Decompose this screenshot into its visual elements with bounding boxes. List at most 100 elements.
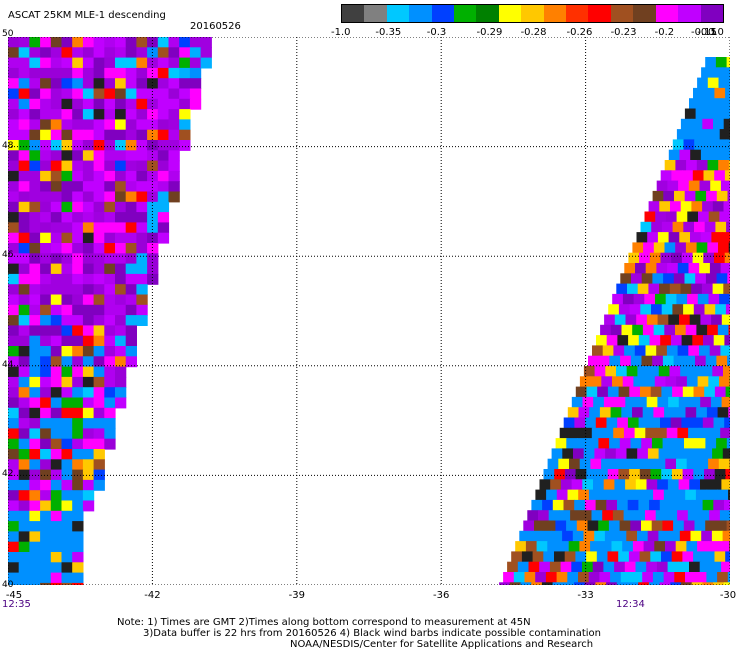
data-cell (689, 98, 701, 110)
data-cell (29, 294, 41, 306)
data-cell (93, 294, 105, 306)
data-cell (690, 530, 702, 542)
data-cell (609, 355, 621, 367)
data-cell (626, 448, 638, 460)
data-cell (72, 67, 84, 79)
data-cell (692, 170, 705, 182)
data-cell (50, 284, 63, 296)
data-cell (637, 366, 649, 377)
data-cell (93, 428, 105, 440)
data-cell (711, 149, 723, 161)
data-cell (40, 98, 52, 110)
data-cell (658, 530, 670, 542)
data-cell (585, 417, 597, 429)
data-cell (147, 201, 159, 213)
data-cell (50, 47, 63, 59)
data-cell (8, 397, 20, 409)
data-cell (648, 201, 660, 213)
data-cell (82, 232, 95, 244)
data-cell (29, 284, 41, 296)
data-cell (653, 489, 665, 501)
data-cell (684, 108, 697, 120)
data-cell (61, 222, 73, 234)
data-cell (8, 582, 20, 585)
data-cell (147, 170, 159, 182)
data-cell (663, 572, 675, 583)
data-cell (93, 57, 105, 69)
data-cell (621, 489, 633, 501)
data-cell (115, 98, 127, 110)
data-cell (667, 561, 679, 573)
legend-swatch (588, 5, 611, 22)
data-cell (663, 489, 676, 501)
data-cell (608, 520, 621, 532)
data-cell (677, 427, 689, 439)
data-cell (563, 417, 575, 429)
data-cell (125, 78, 137, 90)
data-cell (704, 139, 717, 151)
data-cell (618, 551, 630, 563)
data-cell (659, 201, 671, 213)
data-cell (624, 263, 636, 274)
data-cell (147, 57, 159, 69)
data-cell (40, 541, 52, 553)
data-cell (61, 325, 73, 337)
data-cell (157, 109, 170, 120)
data-cell (715, 304, 727, 316)
data-cell (8, 438, 20, 450)
data-cell (728, 242, 730, 254)
data-cell (584, 499, 597, 511)
data-cell (683, 221, 695, 233)
data-cell (8, 98, 20, 110)
data-cell (701, 67, 713, 79)
data-cell (125, 325, 137, 337)
data-cell (710, 561, 722, 573)
data-cell (104, 304, 116, 316)
data-cell (125, 119, 137, 131)
data-cell (72, 500, 84, 512)
data-cell (714, 170, 726, 182)
data-cell (72, 418, 84, 429)
data-cell (125, 109, 137, 120)
data-cell (525, 541, 538, 552)
data-cell (93, 449, 105, 460)
data-cell (136, 284, 148, 296)
data-cell (549, 561, 562, 573)
data-cell (50, 191, 63, 203)
data-cell (157, 191, 170, 203)
data-cell (704, 304, 716, 316)
data-cell (603, 396, 616, 408)
data-cell (680, 283, 692, 295)
data-cell (683, 520, 696, 532)
data-cell (541, 582, 554, 585)
data-cell (72, 78, 84, 90)
legend-swatch (409, 5, 432, 22)
data-cell (18, 490, 30, 502)
data-cell (725, 551, 730, 563)
data-cell (61, 201, 73, 213)
data-cell (653, 324, 665, 336)
data-cell (715, 139, 727, 151)
data-cell (18, 170, 30, 182)
data-cell (644, 376, 656, 388)
data-cell (699, 180, 711, 192)
data-cell (717, 489, 729, 501)
data-cell (681, 252, 694, 264)
data-cell (18, 201, 30, 213)
data-cell (115, 315, 127, 326)
data-cell (680, 201, 692, 213)
data-cell (93, 387, 105, 399)
data-cell (634, 510, 646, 522)
data-cell (104, 201, 116, 213)
data-cell (610, 324, 623, 336)
data-cell (93, 366, 105, 378)
data-cell (8, 541, 20, 553)
data-cell (661, 386, 673, 398)
data-cell (29, 572, 41, 584)
data-cell (168, 160, 180, 172)
data-cell (578, 407, 590, 419)
data-cell (641, 438, 653, 449)
data-cell (147, 98, 159, 110)
data-cell (693, 469, 705, 480)
data-cell (136, 243, 148, 254)
